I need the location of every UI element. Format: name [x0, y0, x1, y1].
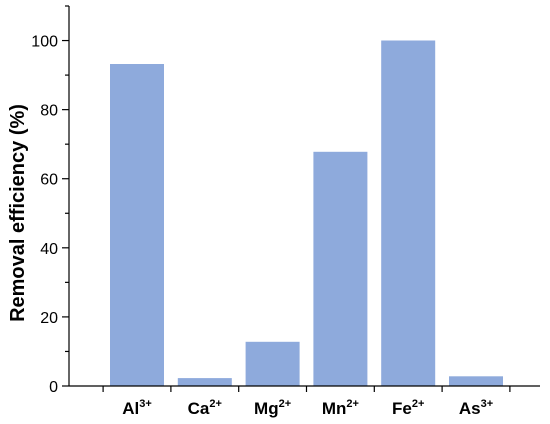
y-tick-label: 100: [31, 34, 58, 51]
x-category-label: Mn2+: [322, 398, 359, 418]
labels-layer: 0 20 40 60 80 100 Al3+ Ca2+ Mg2+ Mn2+ Fe2+ As3+: [31, 34, 493, 418]
y-tick-label: 60: [40, 172, 58, 189]
y-tick-label: 20: [40, 310, 58, 327]
bar-fe: [381, 40, 436, 386]
x-category-label: Al3+: [122, 398, 152, 418]
y-tick-label: 40: [40, 241, 58, 258]
bar-as: [449, 376, 503, 386]
bar-mn: [313, 151, 368, 386]
bar-mg: [245, 341, 300, 386]
x-category-label: Mg2+: [254, 398, 291, 418]
bar-al: [110, 64, 164, 386]
x-category-label: As3+: [459, 398, 493, 418]
axes-layer: [62, 5, 540, 392]
y-tick-label: 80: [40, 103, 58, 120]
x-category-label: Ca2+: [188, 398, 222, 418]
y-tick-label: 0: [49, 379, 58, 396]
bar-ca: [177, 378, 232, 386]
x-category-label: Fe2+: [392, 398, 424, 418]
bars-layer: [110, 40, 503, 386]
y-axis-title: Removal efficiency (%): [7, 104, 29, 322]
